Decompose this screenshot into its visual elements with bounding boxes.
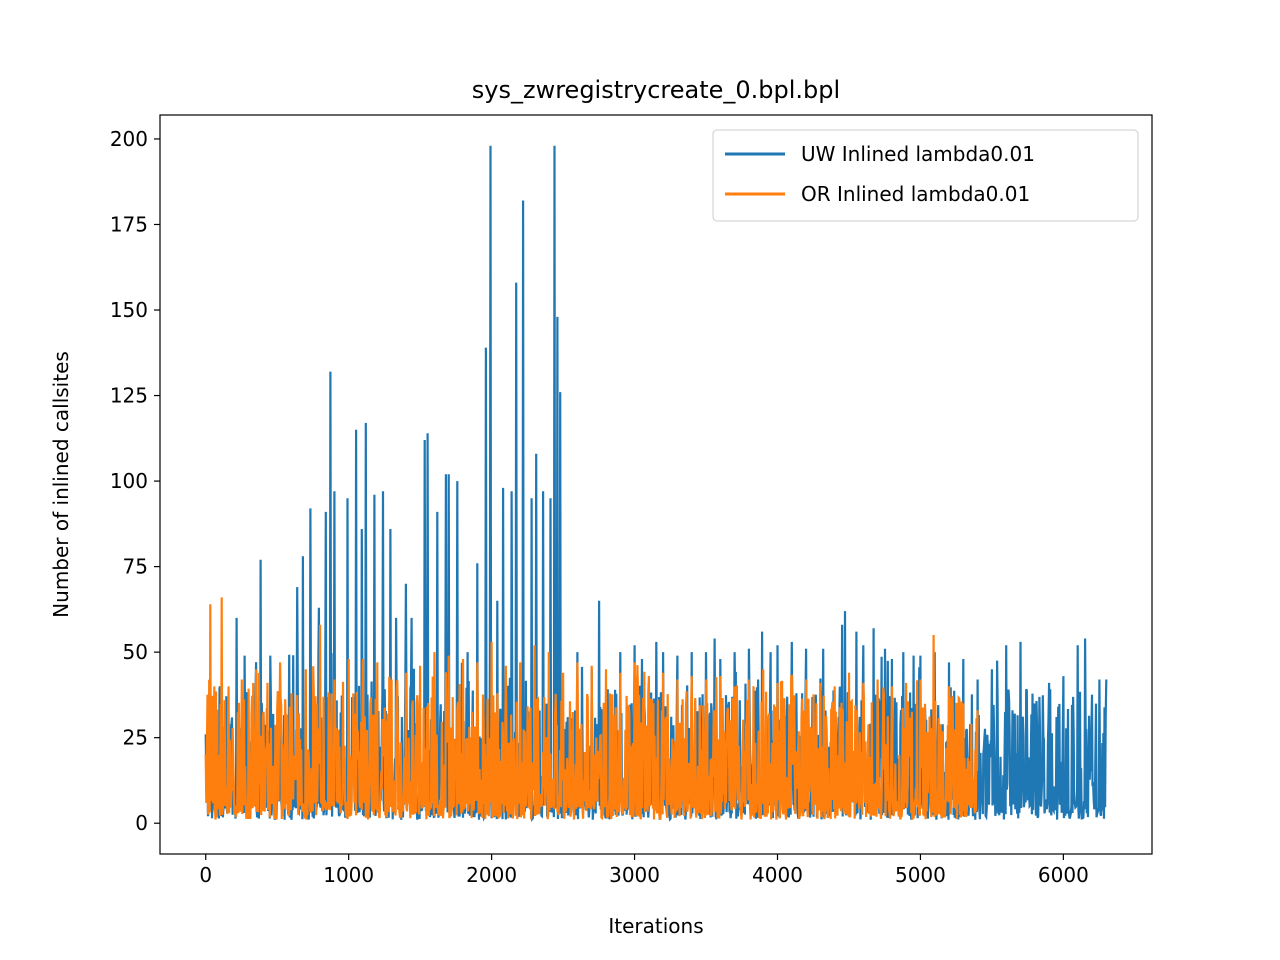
- y-tick-label: 75: [123, 555, 148, 579]
- y-axis: 0 25 50 75 100 125 150 175 200: [110, 127, 160, 835]
- x-tick-label: 2000: [466, 863, 517, 887]
- y-tick-label: 100: [110, 469, 148, 493]
- y-tick-label: 200: [110, 127, 148, 151]
- y-tick-label: 175: [110, 212, 148, 236]
- y-tick-label: 150: [110, 298, 148, 322]
- x-axis: 0 1000 2000 3000 4000 5000 6000: [199, 854, 1089, 887]
- y-tick-label: 125: [110, 384, 148, 408]
- series-or-line: [204, 597, 979, 821]
- y-tick-label: 0: [135, 811, 148, 835]
- x-tick-label: 3000: [609, 863, 660, 887]
- x-tick-label: 0: [199, 863, 212, 887]
- y-tick-label: 50: [123, 640, 148, 664]
- legend-box: [712, 129, 1139, 222]
- x-tick-label: 5000: [895, 863, 946, 887]
- legend-label-or: OR Inlined lambda0.01: [801, 182, 1030, 206]
- y-axis-label: Number of inlined callsites: [49, 351, 73, 618]
- series-layer: [204, 145, 1108, 822]
- chart-title: sys_zwregistrycreate_0.bpl.bpl: [472, 76, 840, 104]
- y-tick-label: 25: [123, 726, 148, 750]
- legend: UW Inlined lambda0.01 OR Inlined lambda0…: [712, 129, 1139, 222]
- plot-frame: [159, 114, 1153, 855]
- x-tick-label: 1000: [323, 863, 374, 887]
- x-tick-label: 6000: [1038, 863, 1089, 887]
- x-tick-label: 4000: [752, 863, 803, 887]
- x-axis-label: Iterations: [608, 914, 703, 938]
- legend-label-uw: UW Inlined lambda0.01: [801, 142, 1035, 166]
